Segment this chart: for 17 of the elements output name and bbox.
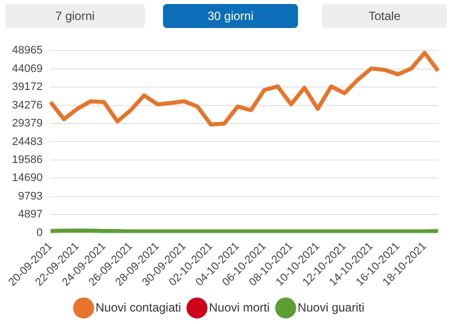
y-tick-label: 44069 [12, 62, 43, 75]
y-tick-label: 19586 [12, 154, 43, 166]
legend-label: Nuovi contagiati [96, 300, 182, 314]
legend-label: Nuovi morti [209, 300, 270, 314]
y-tick-label: 29379 [12, 118, 43, 130]
y-tick-label: 0 [36, 226, 43, 239]
y-tick-label: 9793 [18, 190, 43, 202]
text: 7 giorni [5, 4, 145, 28]
legend-label: Nuovi guariti [298, 300, 364, 314]
text: 30 giorni [163, 4, 298, 28]
y-tick-label: 39172 [12, 81, 43, 94]
y-tick-label: 4897 [18, 208, 43, 221]
y-tick-label: 24483 [12, 136, 43, 148]
y-tick-label: 14690 [12, 172, 43, 184]
y-tick-label: 34276 [12, 99, 43, 112]
text: Totale [322, 4, 447, 28]
y-tick-label: 48965 [12, 44, 43, 57]
